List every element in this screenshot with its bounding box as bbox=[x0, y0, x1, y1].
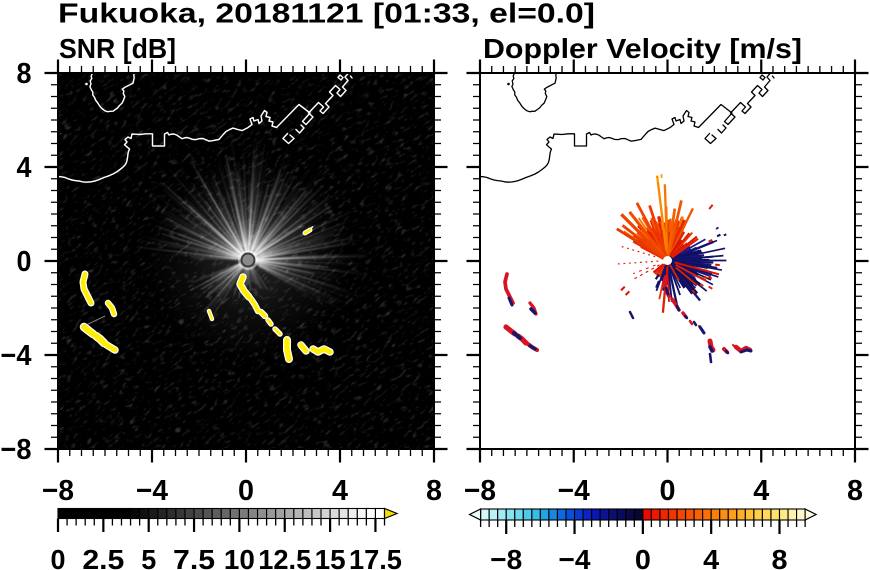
svg-text:−4: −4 bbox=[559, 544, 591, 570]
svg-text:−8: −8 bbox=[464, 475, 496, 507]
svg-text:0: 0 bbox=[660, 475, 676, 507]
svg-text:15: 15 bbox=[315, 544, 346, 570]
svg-text:−4: −4 bbox=[136, 475, 168, 507]
svg-text:Doppler Velocity [m/s]: Doppler Velocity [m/s] bbox=[483, 33, 802, 64]
svg-text:2.5: 2.5 bbox=[82, 544, 124, 570]
svg-text:5: 5 bbox=[141, 544, 156, 570]
svg-text:0: 0 bbox=[17, 246, 32, 278]
svg-text:8: 8 bbox=[426, 475, 442, 507]
svg-text:4: 4 bbox=[332, 475, 348, 507]
svg-text:−4: −4 bbox=[558, 475, 590, 507]
svg-text:0: 0 bbox=[51, 544, 66, 570]
svg-text:−8: −8 bbox=[490, 544, 522, 570]
svg-text:8: 8 bbox=[847, 475, 863, 507]
svg-text:4: 4 bbox=[17, 152, 32, 184]
svg-text:17.5: 17.5 bbox=[349, 544, 402, 570]
svg-text:0: 0 bbox=[238, 475, 254, 507]
svg-text:4: 4 bbox=[703, 544, 719, 570]
svg-text:Fukuoka, 20181121 [01:33, el=0: Fukuoka, 20181121 [01:33, el=0.0] bbox=[58, 0, 595, 29]
svg-text:10: 10 bbox=[224, 544, 255, 570]
svg-text:7.5: 7.5 bbox=[173, 544, 215, 570]
svg-text:4: 4 bbox=[753, 475, 769, 507]
svg-text:−4: −4 bbox=[1, 340, 32, 372]
svg-text:−8: −8 bbox=[42, 475, 74, 507]
svg-text:8: 8 bbox=[772, 544, 788, 570]
svg-text:12.5: 12.5 bbox=[258, 544, 311, 570]
svg-text:8: 8 bbox=[17, 58, 32, 90]
svg-text:SNR [dB]: SNR [dB] bbox=[59, 33, 176, 64]
svg-text:0: 0 bbox=[635, 544, 651, 570]
svg-text:−8: −8 bbox=[1, 434, 32, 466]
